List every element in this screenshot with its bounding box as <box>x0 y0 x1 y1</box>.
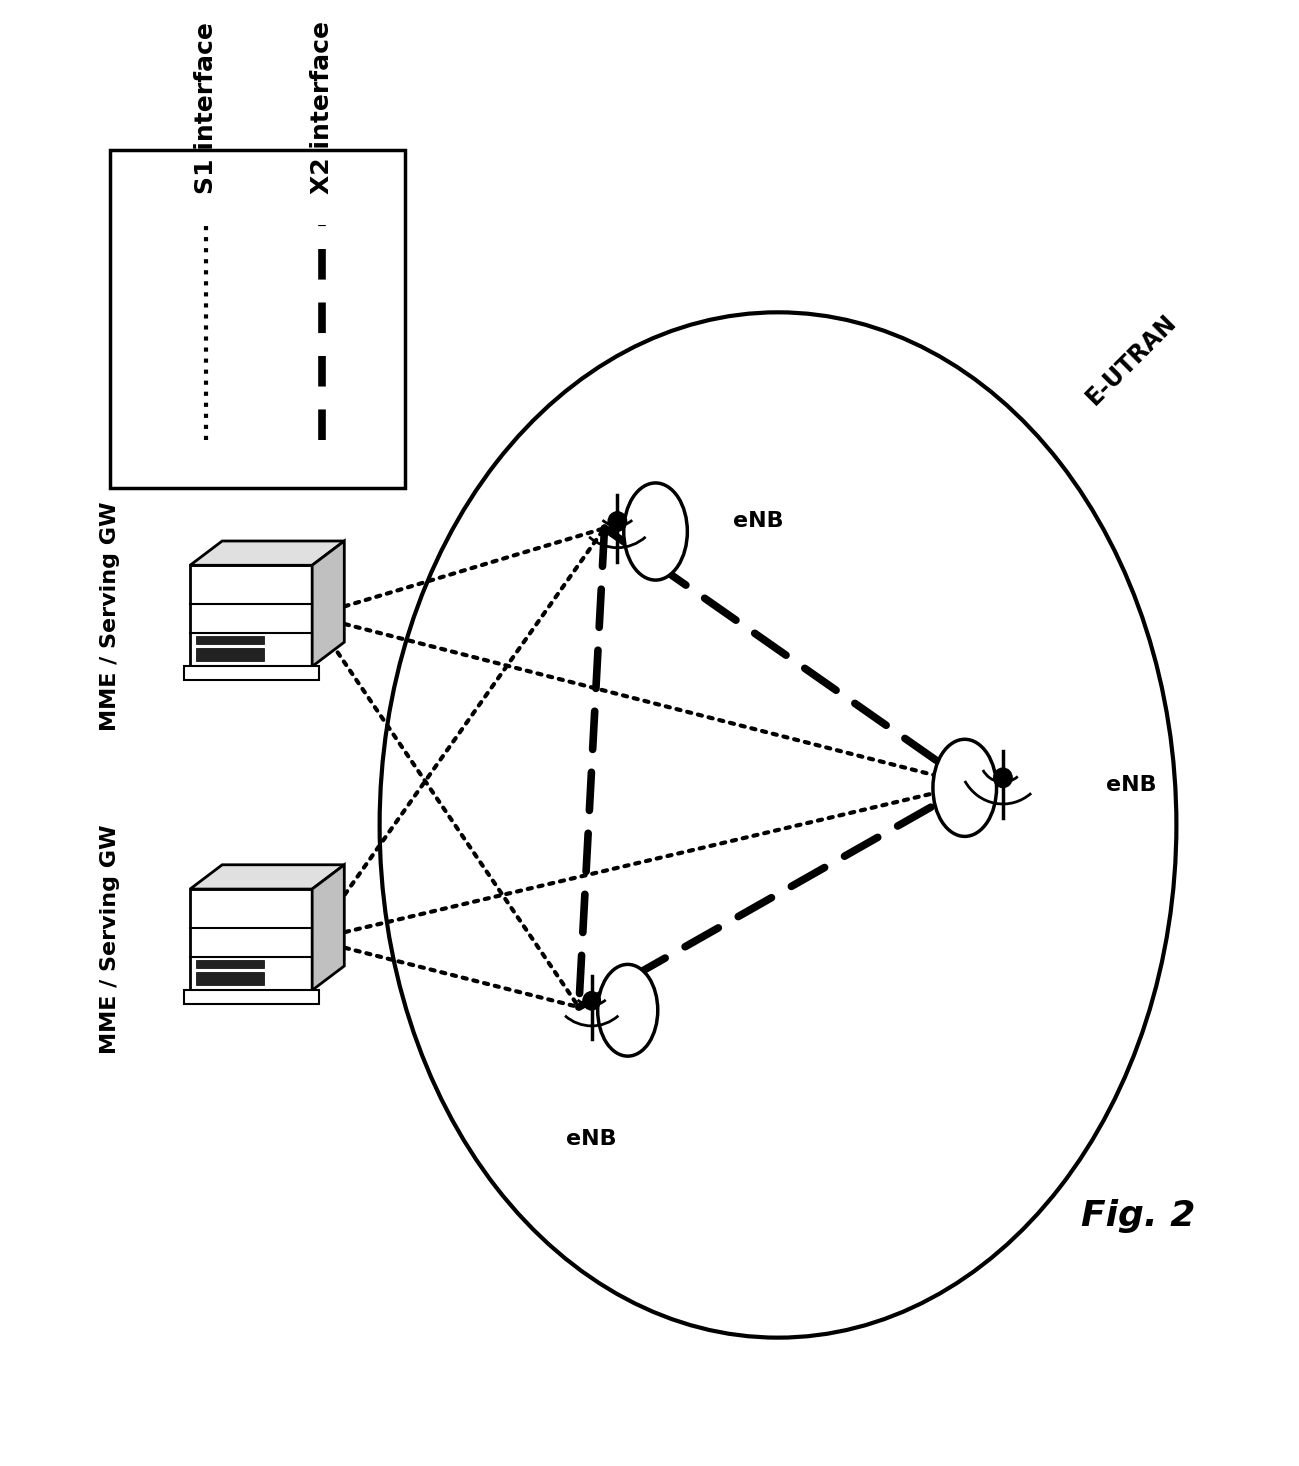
Bar <box>109 151 405 488</box>
Ellipse shape <box>933 739 996 837</box>
Bar <box>196 960 264 968</box>
Polygon shape <box>312 865 344 990</box>
Text: MME / Serving GW: MME / Serving GW <box>100 825 120 1054</box>
Polygon shape <box>190 541 344 566</box>
Polygon shape <box>190 865 344 888</box>
Bar <box>196 636 264 644</box>
Ellipse shape <box>624 482 687 581</box>
Text: MME / Serving GW: MME / Serving GW <box>100 501 120 730</box>
Text: eNB: eNB <box>1105 774 1156 795</box>
Polygon shape <box>190 888 312 990</box>
Circle shape <box>608 512 626 531</box>
Circle shape <box>994 768 1012 787</box>
Polygon shape <box>190 566 312 667</box>
Text: eNB: eNB <box>733 512 783 532</box>
Text: X2 interface: X2 interface <box>309 21 334 194</box>
Bar <box>196 972 264 985</box>
Polygon shape <box>183 667 318 680</box>
Text: eNB: eNB <box>566 1129 617 1148</box>
Text: E-UTRAN: E-UTRAN <box>1082 309 1181 409</box>
Polygon shape <box>312 541 344 667</box>
Bar <box>196 648 264 661</box>
Text: S1 interface: S1 interface <box>194 22 218 194</box>
Text: Fig. 2: Fig. 2 <box>1081 1199 1195 1233</box>
Circle shape <box>583 991 600 1010</box>
Polygon shape <box>183 990 318 1004</box>
Ellipse shape <box>598 965 657 1056</box>
